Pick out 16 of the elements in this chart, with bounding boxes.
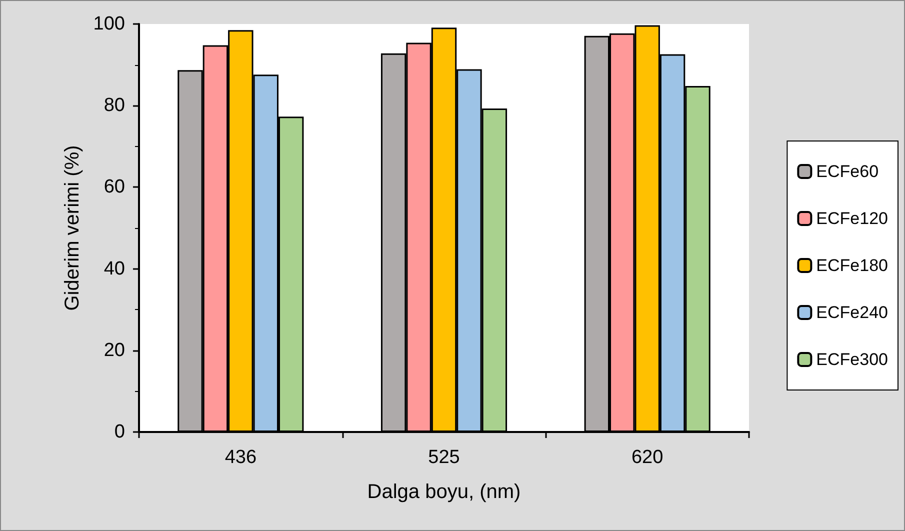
legend-label: ECFe120 — [816, 209, 888, 228]
y-tick-label: 40 — [104, 258, 125, 280]
legend-label: ECFe300 — [816, 350, 888, 369]
y-axis-title: Giderim verimi (%) — [61, 145, 84, 311]
y-tick-label: 20 — [104, 340, 125, 361]
y-tick-label: 0 — [114, 422, 125, 442]
y-tick-label: 100 — [93, 14, 125, 34]
x-axis-title: Dalga boyu, (nm) — [367, 481, 521, 503]
legend-label: ECFe60 — [816, 162, 879, 181]
x-tick-label: 620 — [631, 447, 664, 468]
y-tick-label: 60 — [104, 176, 125, 198]
y-tick-label: 80 — [104, 95, 125, 116]
legend-label: ECFe180 — [816, 256, 888, 275]
x-tick-label: 436 — [224, 447, 257, 468]
legend-label: ECFe240 — [816, 303, 888, 322]
x-tick-label: 525 — [428, 447, 460, 468]
